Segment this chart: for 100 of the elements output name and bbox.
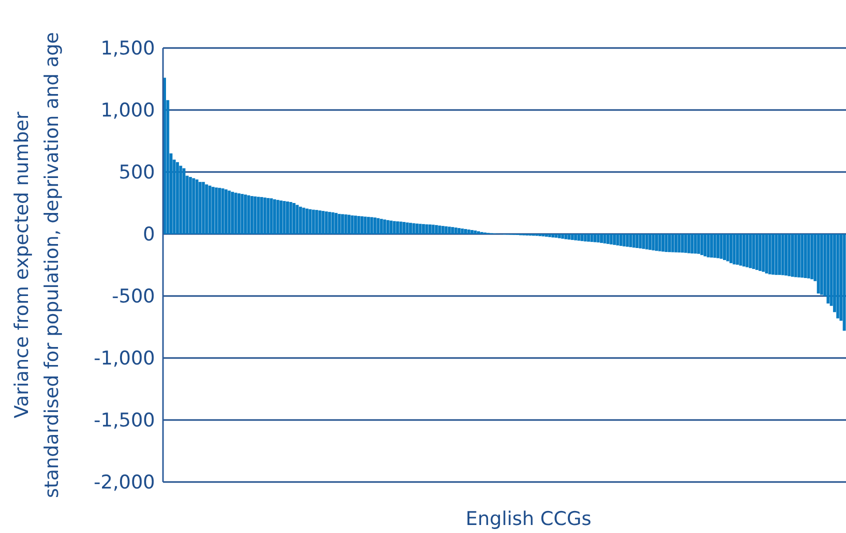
bar [434,225,438,234]
bar [790,234,794,277]
bar [444,226,448,234]
bar [626,234,629,247]
y-tick-label: 500 [118,162,155,184]
bar [392,221,396,234]
bar [697,234,700,254]
bar [788,234,791,276]
bar [648,234,652,250]
bar [464,229,468,234]
bar [221,188,224,234]
bar [746,234,749,268]
bar [260,197,264,234]
bar [386,220,390,234]
bar [755,234,758,270]
bar [270,198,273,234]
bar [476,231,480,234]
bar [606,234,610,244]
y-tick-label: 1,000 [100,100,155,122]
bar [784,234,788,276]
bar [182,168,186,234]
bar [804,234,807,278]
bar [797,234,800,278]
bar [390,220,393,234]
bar [736,234,739,265]
bar [438,226,442,234]
bar [263,198,266,234]
bar [198,182,202,234]
bar [710,234,714,258]
bar [234,192,238,234]
bar [706,234,710,258]
bar [406,222,409,234]
bar [357,216,360,234]
bar [748,234,752,268]
bar [338,214,341,234]
bar [273,199,276,234]
bar [205,184,208,234]
bar [331,212,334,234]
bar [474,230,477,234]
bar [470,230,474,234]
bar [370,217,374,234]
bar [296,204,299,234]
bar [350,215,354,234]
bar [328,212,332,234]
bar [596,234,600,242]
bar [399,222,402,234]
bar [800,234,804,278]
bar [318,210,322,234]
y-tick-label: 1,500 [100,38,155,60]
bar [612,234,616,245]
bar [298,206,302,234]
bar [334,212,338,234]
bar [658,234,662,252]
bar [768,234,772,274]
bar [594,234,597,242]
bar [432,224,435,234]
bar [826,234,830,304]
bar [558,234,561,238]
bar [700,234,704,256]
bar [638,234,642,248]
bar [687,234,690,254]
bar [570,234,574,240]
bar [781,234,784,276]
bar [836,234,840,318]
y-tick-label: -500 [112,286,155,308]
bar [425,224,428,234]
bar [195,179,198,234]
bar [454,228,458,234]
bar [322,210,325,234]
bar [214,188,218,234]
bar [341,214,344,234]
bar [383,219,386,234]
y-tick-label: 0 [142,224,155,246]
bar [409,222,412,234]
bar [762,234,765,272]
bar [344,214,348,234]
bar [655,234,658,251]
bar [816,234,820,294]
bar [247,195,250,234]
bar [224,189,228,234]
bar [544,234,548,237]
bar [315,210,318,234]
bar [742,234,746,266]
bar [212,186,215,234]
bar [629,234,632,248]
bar [324,211,328,234]
bar [280,200,283,234]
bar [308,209,312,234]
bar [418,224,422,234]
bar [794,234,798,278]
bar [684,234,688,253]
bar [774,234,778,275]
bar [580,234,584,242]
bar [292,203,296,234]
bar [664,234,668,252]
bar [228,190,231,234]
bar [758,234,762,271]
bar [554,234,558,238]
bar [574,234,578,240]
bar [402,222,406,234]
